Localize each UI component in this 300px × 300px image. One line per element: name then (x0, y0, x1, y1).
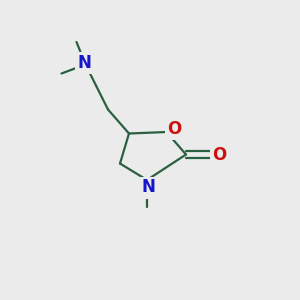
Text: N: N (142, 178, 155, 196)
Text: O: O (212, 146, 226, 164)
Text: N: N (77, 54, 91, 72)
Text: O: O (167, 120, 181, 138)
